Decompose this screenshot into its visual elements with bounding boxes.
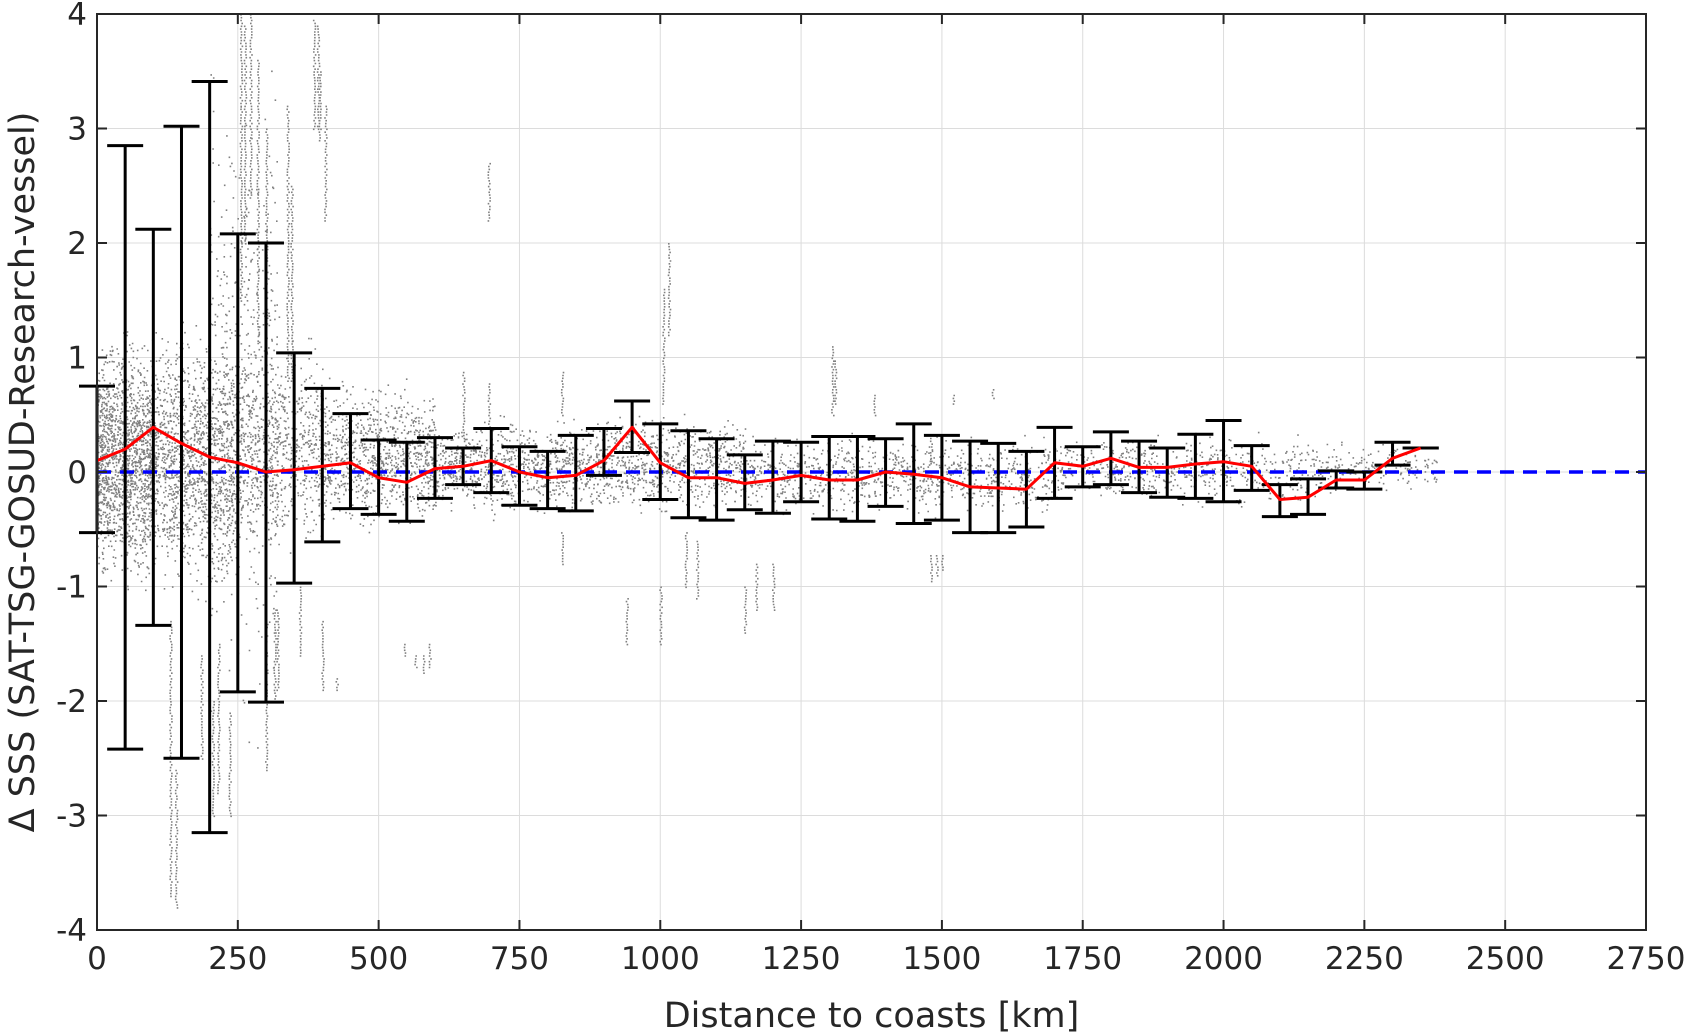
error-bar (1177, 432, 1214, 500)
x-tick-label: 1750 (1043, 941, 1122, 977)
x-tick-label: 750 (490, 941, 549, 977)
x-tick-label: 500 (349, 941, 408, 977)
error-bar (557, 433, 594, 513)
x-tick-label: 2500 (1466, 941, 1545, 977)
x-tick-label: 1000 (621, 941, 700, 977)
y-tick-label: 4 (67, 0, 87, 33)
y-tick-label: 0 (67, 455, 87, 491)
x-tick-label: 1250 (762, 941, 841, 977)
scatter-point-cloud (97, 14, 1438, 909)
y-tick-label: -4 (56, 913, 87, 949)
mean-series-line (96, 425, 1422, 501)
y-axis-title: Δ SSS (SAT-TSG-GOSUD-Research-vessel) (3, 112, 43, 833)
x-tick-label: 2250 (1325, 941, 1404, 977)
x-tick-label: 2000 (1184, 941, 1263, 977)
x-axis-ticks: 0 250 500 750 1000 1250 1500 1750 2000 2250 2500 27… (87, 14, 1685, 977)
y-tick-label: 1 (67, 341, 87, 377)
error-bars (79, 80, 1439, 835)
mean-line (96, 425, 1422, 501)
error-bar (1374, 440, 1411, 467)
error-bar (585, 426, 622, 477)
y-axis-ticks: -4 -3 -2 -1 0 1 2 3 4 (56, 0, 1646, 949)
scatter-points (97, 14, 1438, 909)
y-tick-label: 2 (67, 226, 87, 262)
y-tick-label: -2 (56, 684, 87, 720)
error-bar (698, 437, 735, 522)
x-tick-label: 1500 (902, 941, 981, 977)
error-bar (670, 429, 707, 520)
y-tick-label: 3 (67, 112, 87, 148)
error-bar (332, 412, 369, 511)
x-axis-title: Distance to coasts [km] (664, 996, 1080, 1035)
y-tick-label: -1 (56, 570, 87, 606)
error-bar (501, 445, 538, 507)
x-tick-label: 2750 (1607, 941, 1686, 977)
y-tick-label: -3 (56, 799, 87, 835)
x-tick-label: 0 (87, 941, 107, 977)
error-bar (276, 351, 313, 585)
error-bar (783, 440, 820, 504)
x-tick-label: 250 (208, 941, 267, 977)
error-bar (529, 449, 566, 511)
